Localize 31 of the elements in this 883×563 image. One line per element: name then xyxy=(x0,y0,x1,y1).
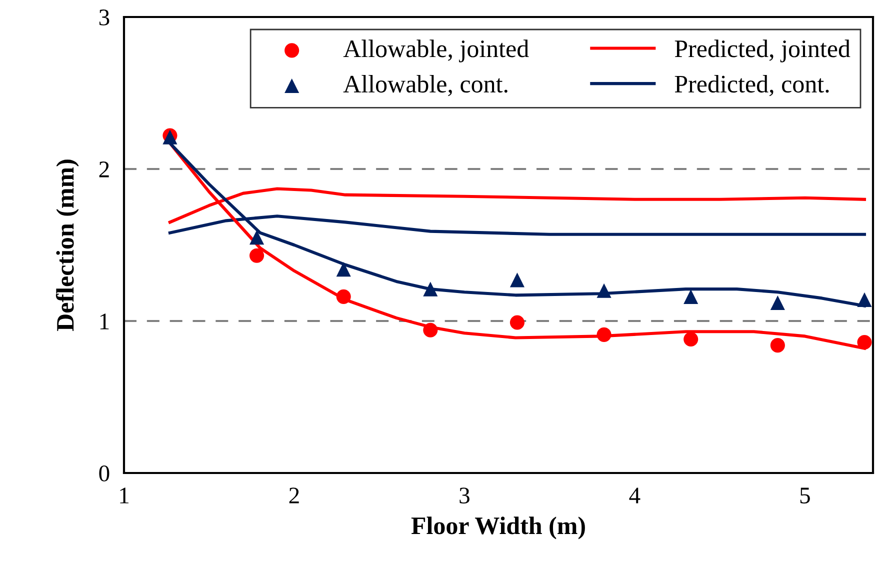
point xyxy=(336,289,351,304)
y-tick-label: 1 xyxy=(100,314,109,330)
point xyxy=(423,282,438,296)
point xyxy=(684,332,698,347)
point xyxy=(857,334,872,350)
x-axis-title: Floor Width (m) xyxy=(411,516,585,540)
legend-label: Predicted, jointed xyxy=(674,40,850,62)
y-tick-label: 0 xyxy=(99,465,110,482)
point xyxy=(770,295,785,310)
point xyxy=(596,283,612,298)
point xyxy=(770,338,785,353)
x-tick-label: 2 xyxy=(289,488,299,504)
point xyxy=(684,289,698,304)
legend-label: Predicted, cont. xyxy=(674,74,829,96)
point xyxy=(423,322,438,338)
point xyxy=(510,272,525,288)
legend-label: Allowable, jointed xyxy=(343,40,529,62)
x-tick-label: 1 xyxy=(120,488,128,504)
legend-label: Allowable, cont. xyxy=(343,74,508,96)
x-tick-label: 5 xyxy=(800,488,810,504)
point xyxy=(596,327,612,342)
point xyxy=(249,248,264,263)
x-tick-label: 3 xyxy=(460,488,470,504)
point xyxy=(249,230,264,245)
y-tick-label: 3 xyxy=(99,10,110,26)
y-tick-label: 2 xyxy=(99,162,109,178)
point xyxy=(510,315,525,330)
point xyxy=(857,292,872,308)
point xyxy=(336,262,351,277)
x-tick-label: 4 xyxy=(629,488,640,504)
y-axis-title: Deflection (mm) xyxy=(56,160,79,331)
